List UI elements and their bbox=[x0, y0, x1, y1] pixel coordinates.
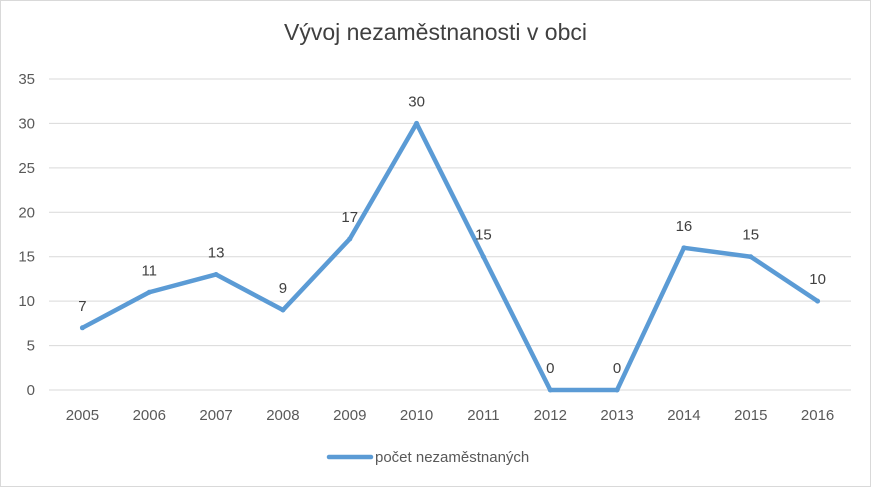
data-label: 9 bbox=[279, 280, 287, 297]
data-point bbox=[547, 387, 553, 393]
data-point bbox=[213, 271, 219, 277]
x-tick-label: 2010 bbox=[400, 407, 433, 424]
data-label: 13 bbox=[208, 244, 225, 261]
data-label: 0 bbox=[613, 360, 621, 377]
x-tick-label: 2015 bbox=[734, 407, 767, 424]
legend: počet nezaměstnaných bbox=[326, 449, 529, 466]
y-tick-label: 30 bbox=[18, 115, 35, 132]
x-axis-ticks: 2005 2006 2007 2008 2009 2010 2011 2012 2013 2014… bbox=[66, 407, 835, 424]
x-tick-label: 2013 bbox=[600, 407, 633, 424]
y-tick-label: 25 bbox=[18, 160, 35, 177]
data-point bbox=[280, 307, 286, 313]
x-tick-label: 2016 bbox=[801, 407, 834, 424]
x-tick-label: 2009 bbox=[333, 407, 366, 424]
data-label: 15 bbox=[475, 227, 492, 244]
data-point bbox=[748, 254, 754, 260]
x-tick-label: 2006 bbox=[133, 407, 166, 424]
data-point bbox=[79, 325, 85, 331]
y-tick-label: 35 bbox=[18, 71, 35, 88]
y-axis-ticks: 0 5 10 15 20 25 30 35 bbox=[18, 71, 35, 399]
y-tick-label: 20 bbox=[18, 204, 35, 221]
data-labels: 7 11 13 9 17 30 15 0 0 16 15 10 bbox=[78, 93, 826, 377]
x-tick-label: 2008 bbox=[266, 407, 299, 424]
data-label: 17 bbox=[341, 209, 358, 226]
data-point bbox=[614, 387, 620, 393]
data-point bbox=[414, 120, 420, 126]
data-label: 15 bbox=[742, 227, 759, 244]
data-label: 10 bbox=[809, 271, 826, 288]
y-tick-label: 0 bbox=[27, 382, 35, 399]
data-point bbox=[681, 245, 687, 251]
data-label: 0 bbox=[546, 360, 554, 377]
data-point bbox=[347, 236, 353, 242]
x-tick-label: 2011 bbox=[467, 407, 499, 424]
y-tick-label: 10 bbox=[18, 293, 35, 310]
x-tick-label: 2005 bbox=[66, 407, 99, 424]
data-point bbox=[146, 289, 152, 295]
legend-label: počet nezaměstnaných bbox=[375, 449, 529, 466]
x-tick-label: 2012 bbox=[534, 407, 567, 424]
data-point bbox=[480, 254, 486, 260]
data-label: 7 bbox=[78, 298, 86, 315]
chart-title: Vývoj nezaměstnanosti v obci bbox=[284, 19, 587, 45]
data-label: 30 bbox=[408, 93, 425, 110]
x-tick-label: 2014 bbox=[667, 407, 700, 424]
series-layer bbox=[79, 120, 821, 393]
data-label: 11 bbox=[141, 262, 157, 279]
y-tick-label: 5 bbox=[27, 338, 35, 355]
x-tick-label: 2007 bbox=[199, 407, 232, 424]
y-tick-label: 15 bbox=[18, 249, 35, 266]
data-point bbox=[815, 298, 821, 304]
data-label: 16 bbox=[676, 218, 693, 235]
gridlines bbox=[49, 78, 851, 391]
series-line bbox=[80, 121, 820, 393]
